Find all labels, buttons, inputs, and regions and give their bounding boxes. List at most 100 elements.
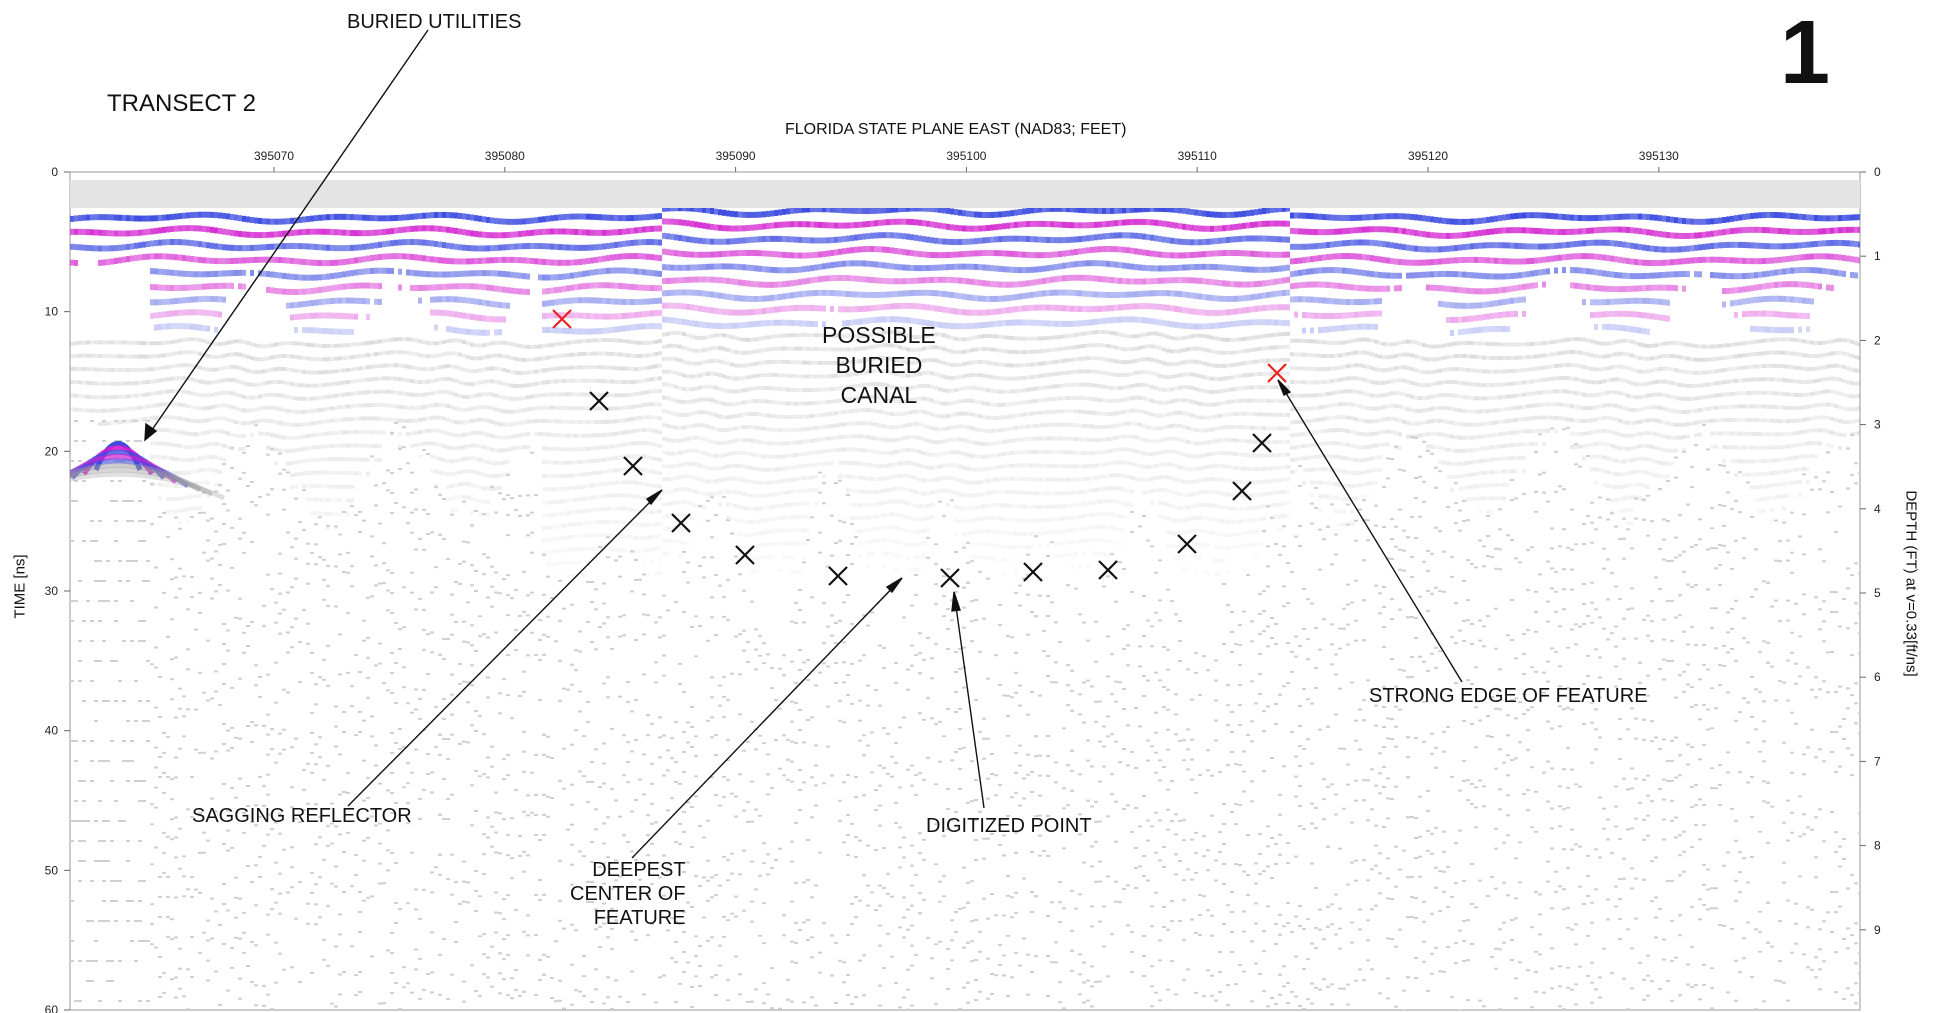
deep-noise: [170, 658, 174, 661]
reflection-band: [458, 228, 462, 235]
gray-reflection: [150, 379, 154, 384]
gray-reflection: [246, 408, 250, 413]
deep-noise: [198, 611, 202, 614]
gray-reflection: [678, 358, 682, 363]
reflection-band: [710, 276, 714, 283]
reflection-band: [662, 290, 666, 297]
gray-reflection: [522, 357, 526, 362]
gray-reflection: [138, 367, 142, 372]
reflection-band: [718, 209, 722, 216]
deep-noise: [326, 964, 330, 967]
gray-reflection: [634, 441, 638, 446]
gray-reflection: [542, 538, 546, 543]
reflection-band: [710, 251, 714, 258]
deep-noise: [258, 495, 262, 498]
reflection-band: [130, 230, 134, 237]
gray-reflection: [442, 364, 446, 369]
gray-reflection: [318, 420, 322, 425]
gray-reflection: [458, 420, 462, 425]
gray-reflection: [550, 367, 554, 372]
gray-reflection: [238, 393, 242, 398]
reflection-band: [514, 231, 518, 238]
deep-noise: [302, 488, 306, 491]
gray-reflection: [582, 472, 586, 477]
reflection-band: [670, 233, 674, 240]
gray-reflection: [642, 402, 646, 407]
reflection-band: [362, 230, 366, 237]
deep-noise: [150, 863, 154, 866]
gray-reflection: [154, 441, 158, 446]
reflection-band: [426, 255, 430, 262]
gray-reflection: [434, 455, 438, 460]
reflection-band: [638, 284, 642, 291]
gray-reflection: [182, 508, 186, 513]
deep-noise: [522, 730, 526, 733]
gray-reflection: [658, 496, 662, 501]
deep-noise: [294, 557, 298, 560]
deep-noise: [502, 818, 506, 821]
gray-reflection: [746, 532, 750, 537]
reflection-band: [434, 240, 438, 247]
gray-reflection: [398, 445, 402, 450]
gray-reflection: [610, 506, 614, 511]
gray-reflection: [122, 340, 126, 345]
gray-reflection: [178, 483, 182, 488]
gray-reflection: [262, 381, 266, 386]
reflection-band: [234, 214, 238, 221]
reflection-band: [178, 284, 182, 291]
gray-reflection: [518, 383, 522, 388]
gray-reflection: [114, 395, 118, 400]
gray-reflection: [618, 379, 622, 384]
deep-noise: [182, 715, 186, 718]
deep-noise: [698, 964, 702, 967]
gray-reflection: [202, 380, 206, 385]
deep-noise: [718, 964, 722, 967]
reflection-band: [494, 244, 498, 251]
gray-reflection: [550, 561, 554, 566]
gray-reflection: [578, 365, 582, 370]
reflection-band: [346, 245, 350, 252]
gray-reflection: [234, 406, 238, 411]
deep-noise: [514, 789, 518, 792]
gray-reflection: [606, 393, 610, 398]
deep-noise: [142, 520, 146, 522]
deep-noise: [718, 684, 722, 687]
deep-noise: [498, 592, 502, 595]
deep-noise: [390, 791, 394, 794]
reflection-band: [278, 243, 282, 250]
reflection-band: [262, 218, 266, 225]
gray-reflection: [574, 460, 578, 465]
gray-reflection: [562, 433, 566, 438]
gray-reflection: [474, 430, 478, 435]
gray-reflection: [282, 408, 286, 413]
reflection-band: [218, 296, 222, 303]
gray-reflection: [378, 458, 382, 463]
reflection-band: [734, 211, 738, 218]
gray-reflection: [262, 393, 266, 398]
gray-reflection: [590, 546, 594, 551]
reflection-band: [734, 309, 738, 316]
reflection-band: [130, 255, 134, 262]
gray-reflection: [638, 481, 642, 486]
deep-noise: [690, 746, 694, 749]
gray-reflection: [458, 458, 462, 463]
reflection-band: [274, 287, 278, 294]
gray-reflection: [446, 364, 450, 369]
reflection-band: [626, 253, 630, 260]
gray-reflection: [186, 390, 190, 395]
gray-reflection: [634, 480, 638, 485]
gray-reflection: [550, 525, 554, 530]
gray-reflection: [314, 408, 318, 413]
gray-reflection: [486, 405, 490, 410]
reflection-band: [182, 212, 186, 219]
gray-reflection: [250, 432, 254, 437]
reflection-band: [522, 243, 526, 250]
gray-reflection: [170, 364, 174, 369]
gray-reflection: [314, 470, 318, 475]
deep-noise: [510, 997, 514, 1000]
deep-noise: [78, 880, 82, 882]
reflection-band: [146, 228, 150, 235]
reflection-band: [358, 282, 362, 289]
gray-reflection: [326, 357, 330, 362]
gray-reflection: [638, 495, 642, 500]
